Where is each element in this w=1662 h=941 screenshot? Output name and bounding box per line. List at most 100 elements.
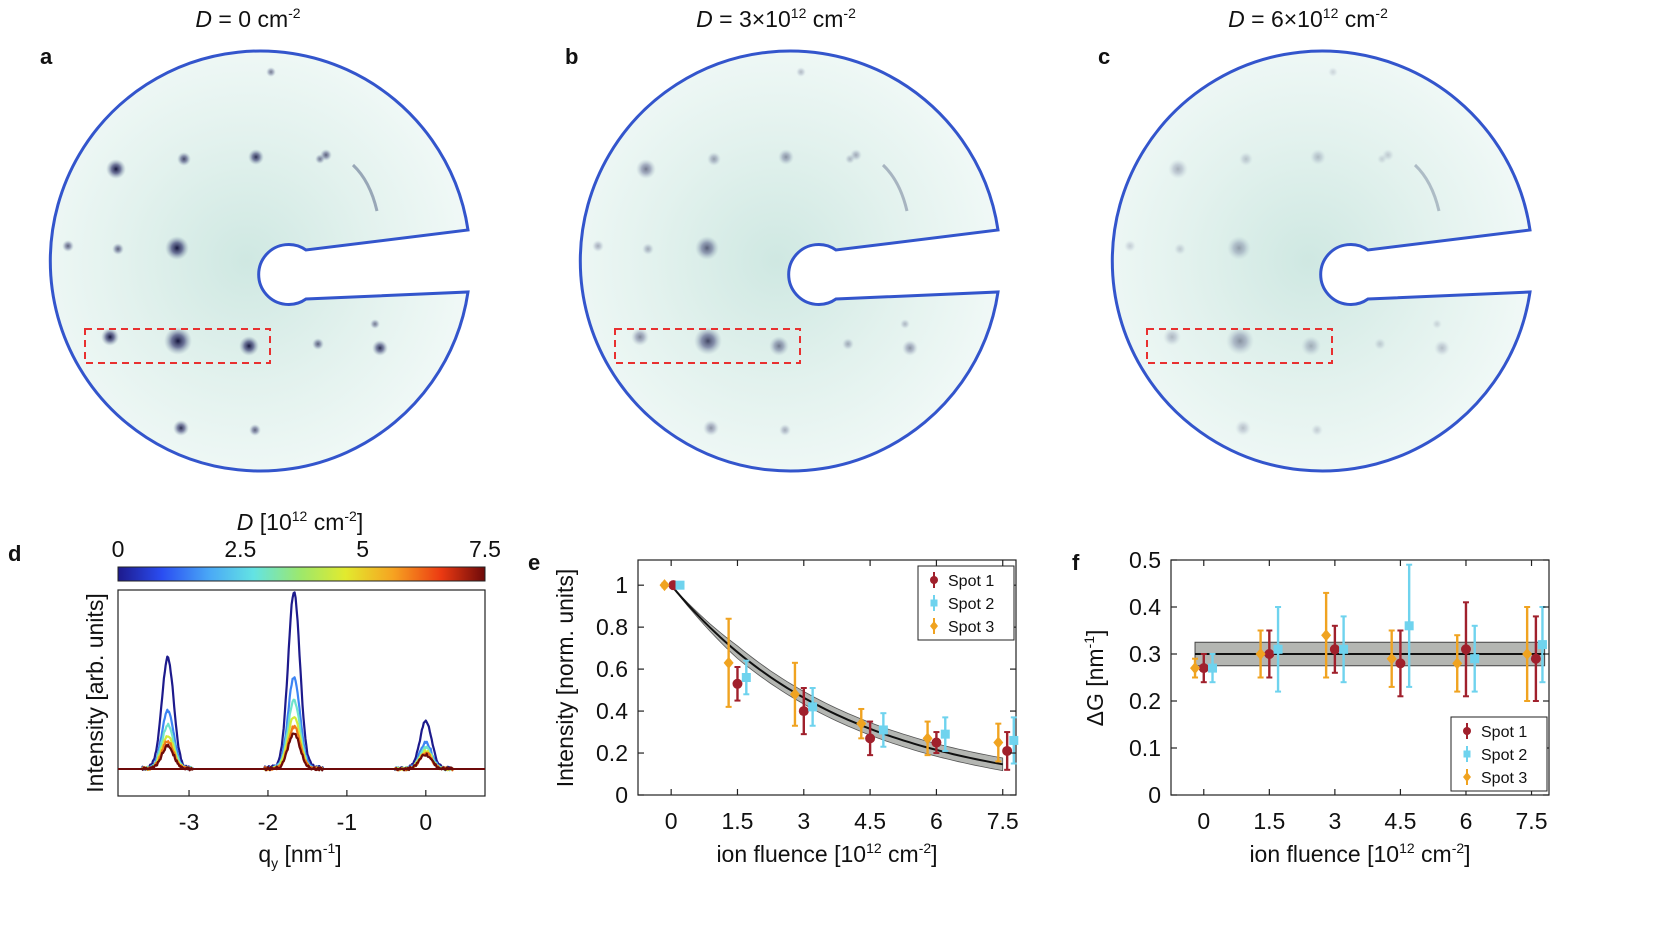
- diffraction-spot: [642, 243, 654, 255]
- data-point-spot-3: [789, 688, 800, 701]
- diffraction-spot: [266, 67, 276, 77]
- roi-box-a: [84, 328, 271, 364]
- data-point-spot-1: [1530, 653, 1541, 664]
- data-point-spot-1: [798, 706, 809, 717]
- y-label-f-main: ΔG [nm: [1082, 648, 1108, 726]
- colorbar-tick-label: 0: [112, 536, 125, 562]
- legend-marker: [930, 576, 938, 584]
- diffraction-spot: [248, 149, 264, 165]
- diffraction-spot: [695, 236, 719, 260]
- y-tick-label: 0.2: [596, 740, 628, 766]
- data-point-spot-2: [675, 580, 685, 590]
- colorbar-label-sup: -2: [344, 508, 357, 524]
- x-label-f-main: ion fluence [10: [1249, 841, 1399, 867]
- panel-letter-a: a: [40, 44, 53, 69]
- legend-e: Spot 1 Spot 2 Spot 3: [917, 565, 1015, 641]
- y-tick-label: 0: [615, 782, 628, 808]
- diffraction-pattern-a: [48, 49, 470, 473]
- x-tick-label: 1.5: [1253, 808, 1285, 834]
- panel-a-title-var: D: [195, 6, 212, 32]
- diffraction-spot: [312, 338, 324, 350]
- y-axis-label-e: Intensity [norm. units]: [552, 569, 578, 788]
- diffraction-spot: [62, 240, 74, 252]
- diffraction-arc-c: [1413, 163, 1441, 212]
- data-point-spot-2: [808, 702, 818, 712]
- panel-letter-b: b: [565, 44, 578, 69]
- y-tick-label: 0.4: [1129, 594, 1161, 620]
- y-tick-label: 0.8: [596, 614, 628, 640]
- y-tick-label: 0.6: [596, 656, 628, 682]
- panel-letter-e: e: [528, 550, 540, 575]
- x-tick-label: 6: [930, 808, 943, 834]
- y-tick-label: 1: [615, 572, 628, 598]
- legend-label: Spot 1: [1481, 724, 1527, 741]
- diffraction-spot: [249, 424, 261, 436]
- diffraction-spot: [177, 152, 191, 166]
- panel-a-title-value: = 0 cm: [212, 6, 288, 32]
- diffraction-spot: [902, 340, 918, 356]
- x-label-e-end: ]: [931, 841, 937, 867]
- diffraction-spot: [1434, 340, 1450, 356]
- panel-f: f 0 1.5 3 4.5 6 7.500.10.20.30.40.5 Spot 1Spo…: [1072, 547, 1550, 867]
- data-point-spot-3: [1386, 652, 1397, 665]
- diffraction-spot: [173, 420, 189, 436]
- legend-f: Spot 1 Spot 2 Spot 3: [1450, 716, 1548, 792]
- x-tick-label-d: -2: [258, 809, 278, 835]
- data-point-spot-1: [1264, 649, 1275, 659]
- diffraction-spot: [1311, 424, 1323, 436]
- diffraction-spot: [796, 67, 806, 77]
- x-tick-label: 3: [1328, 808, 1341, 834]
- colorbar-label-unit: cm: [307, 509, 344, 535]
- data-point-spot-1: [732, 678, 743, 689]
- x-label-d-sub: y: [271, 855, 278, 871]
- data-point-spot-1: [931, 737, 942, 748]
- panel-c-title: D = 6×1012 cm-2: [1228, 5, 1388, 32]
- data-point-spot-2: [940, 729, 950, 739]
- plot-area-f: 0 1.5 3 4.5 6 7.5 0 0.1 0.2 0.3 0.4 0.5: [1129, 547, 1549, 834]
- x-tick-label-d: -1: [337, 809, 357, 835]
- panel-a-title: D = 0 cm-2: [195, 5, 300, 32]
- diffraction-arc-b: [881, 163, 909, 212]
- colorbar-tick-label: 7.5: [469, 536, 501, 562]
- diffraction-spot: [165, 236, 189, 260]
- data-point-spot-1: [1460, 644, 1471, 655]
- spots-b: [592, 67, 918, 436]
- x-ticks-d: -3 -2 -1 0: [179, 790, 432, 835]
- data-point-spot-1: [865, 733, 876, 744]
- data-point-spot-2: [1404, 621, 1414, 631]
- profile-curve: [263, 676, 324, 771]
- profile-curve: [393, 752, 455, 772]
- colorbar: [117, 566, 486, 582]
- panel-e: e 0 1.5 3 4.5 6 7.500.20.40.60.81 Spot 1Spot …: [528, 550, 1019, 867]
- legend-label: Spot 2: [948, 596, 994, 613]
- profile-curve: [263, 716, 324, 772]
- data-point-spot-3: [1321, 629, 1332, 642]
- diffraction-spot: [1377, 154, 1387, 164]
- diffraction-spot: [1328, 67, 1338, 77]
- y-axis-label-d: Intensity [arb. units]: [82, 593, 108, 792]
- data-point-spot-2: [1273, 644, 1283, 654]
- roi-box-c: [1146, 328, 1333, 364]
- panel-c: c D = 6×1012 cm-2: [1098, 5, 1532, 473]
- panel-b-title-value: = 3×10: [713, 6, 791, 32]
- y-label-f-end: ]: [1082, 630, 1108, 636]
- data-point-spot-3: [922, 732, 933, 745]
- panel-c-title-var: D: [1228, 6, 1245, 32]
- profile-curve: [140, 708, 194, 771]
- diffraction-spot: [1226, 327, 1254, 355]
- data-point-spot-3: [1522, 648, 1533, 660]
- panel-c-title-sup: -2: [1375, 5, 1388, 21]
- x-axis-label-e: ion fluence [1012 cm-2]: [716, 840, 937, 867]
- diffraction-spot: [707, 152, 721, 166]
- data-point-spot-1: [1329, 644, 1340, 655]
- legend-marker: [1463, 772, 1471, 782]
- panel-d: d D [1012 cm-2] 0 2.5 5 7.5 -3 -2 -1 0 qy [nm-…: [8, 508, 501, 871]
- x-label-f-unit: cm: [1415, 841, 1452, 867]
- colorbar-label-end: ]: [357, 509, 363, 535]
- data-point-spot-1: [1002, 745, 1013, 756]
- x-label-d-sup: -1: [323, 840, 336, 856]
- colorbar-label: D [1012 cm-2]: [237, 508, 363, 535]
- data-point-spot-3: [659, 579, 670, 592]
- diffraction-spot: [1374, 338, 1386, 350]
- diffraction-spot: [239, 336, 259, 356]
